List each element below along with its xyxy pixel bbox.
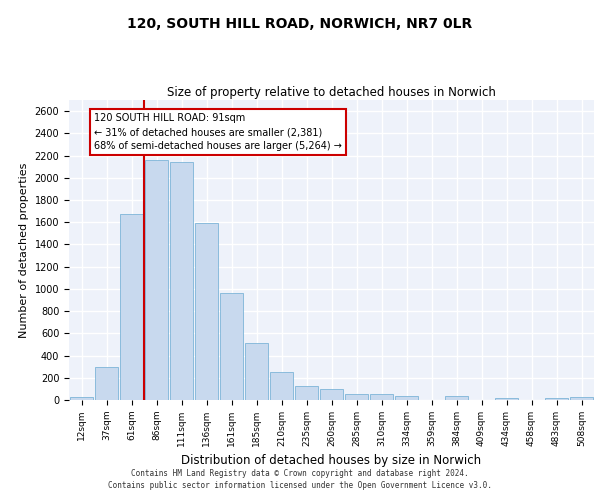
Bar <box>320 389 343 400</box>
Bar <box>95 366 118 400</box>
Bar <box>570 396 593 400</box>
Bar <box>295 386 318 400</box>
Title: Size of property relative to detached houses in Norwich: Size of property relative to detached ho… <box>167 86 496 99</box>
Bar <box>145 160 168 400</box>
Bar <box>220 294 243 400</box>
Text: 120, SOUTH HILL ROAD, NORWICH, NR7 0LR: 120, SOUTH HILL ROAD, NORWICH, NR7 0LR <box>127 18 473 32</box>
Bar <box>270 372 293 400</box>
Bar <box>195 224 218 400</box>
Bar <box>245 344 268 400</box>
Text: Contains HM Land Registry data © Crown copyright and database right 2024.
Contai: Contains HM Land Registry data © Crown c… <box>108 469 492 490</box>
Text: 120 SOUTH HILL ROAD: 91sqm
← 31% of detached houses are smaller (2,381)
68% of s: 120 SOUTH HILL ROAD: 91sqm ← 31% of deta… <box>94 114 342 152</box>
X-axis label: Distribution of detached houses by size in Norwich: Distribution of detached houses by size … <box>181 454 482 468</box>
Y-axis label: Number of detached properties: Number of detached properties <box>19 162 29 338</box>
Bar <box>495 398 518 400</box>
Bar <box>395 396 418 400</box>
Bar <box>170 162 193 400</box>
Bar <box>545 398 568 400</box>
Bar <box>345 394 368 400</box>
Bar <box>70 396 93 400</box>
Bar <box>445 396 468 400</box>
Bar <box>370 394 393 400</box>
Bar <box>120 214 143 400</box>
